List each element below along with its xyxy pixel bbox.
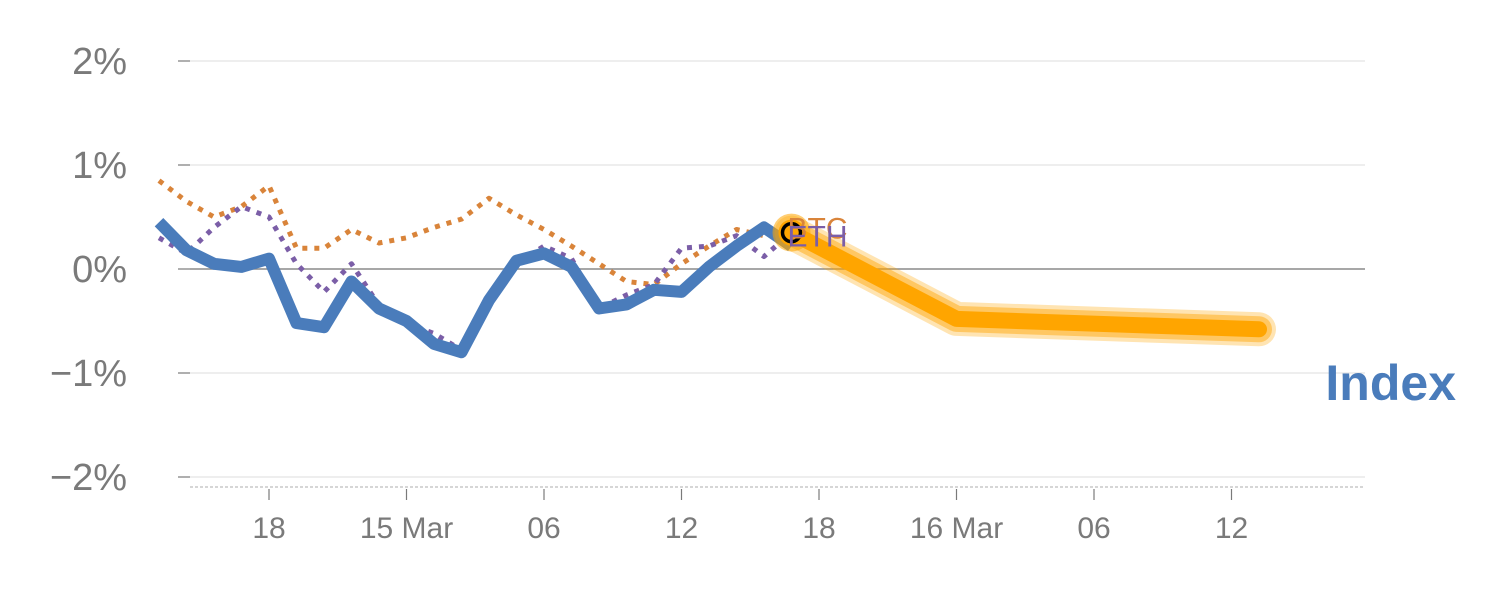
end-label-eth: ETH bbox=[788, 221, 848, 254]
x-tick-label: 18 bbox=[252, 512, 285, 545]
gridlines bbox=[190, 60, 1365, 478]
x-tick-label: 15 Mar bbox=[360, 512, 453, 545]
y-tick-label: 1% bbox=[72, 145, 127, 187]
series-line-index bbox=[154, 218, 795, 359]
y-tick-label: −2% bbox=[50, 457, 127, 499]
y-tick-label: −1% bbox=[50, 353, 127, 395]
x-tick-label: 06 bbox=[1077, 512, 1110, 545]
x-tick-label: 18 bbox=[802, 512, 835, 545]
series-line-btc bbox=[157, 178, 792, 288]
x-tick-label: 12 bbox=[665, 512, 698, 545]
y-tick-label: 0% bbox=[72, 249, 127, 291]
series-label-index: Index bbox=[1325, 355, 1456, 411]
x-tick-label: 06 bbox=[527, 512, 560, 545]
end-label-btc: BTC bbox=[788, 213, 848, 246]
x-tick-label: 12 bbox=[1215, 512, 1248, 545]
forecast-line bbox=[783, 224, 1267, 338]
x-tick-label: 16 Mar bbox=[910, 512, 1003, 545]
y-tick-label: 2% bbox=[72, 41, 127, 83]
marker-ring bbox=[780, 221, 803, 244]
series bbox=[154, 178, 1276, 359]
axes: 2% 1% 0% −1% −2% 18 15 Mar 06 12 18 16 Mar 06 12 bbox=[50, 41, 1365, 545]
